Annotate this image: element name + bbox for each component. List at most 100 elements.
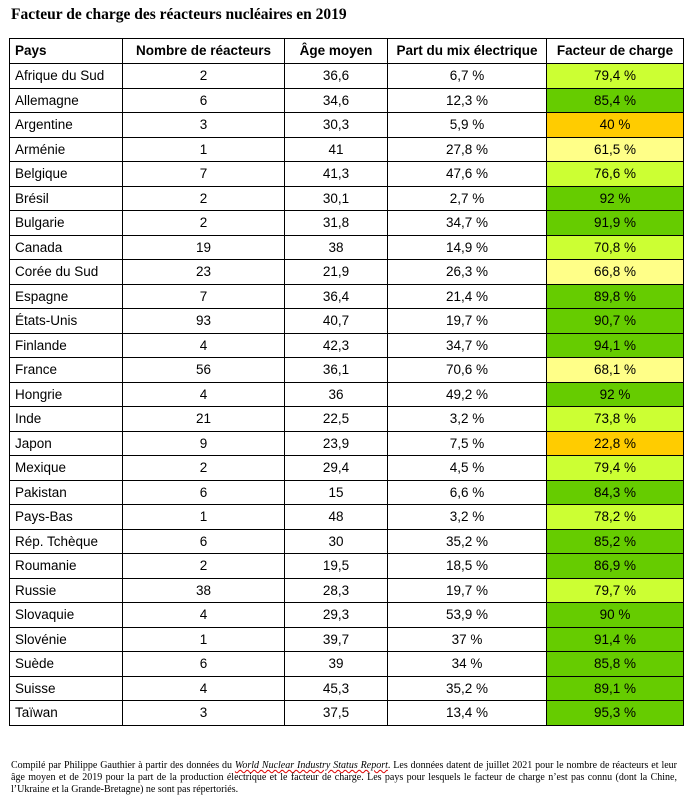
cell-average-age: 34,6 [284, 87, 388, 113]
cell-mix-share: 13,4 % [387, 700, 547, 726]
cell-mix-share: 14,9 % [387, 234, 547, 260]
cell-reactors: 6 [122, 479, 285, 505]
cell-load-factor: 90 % [546, 602, 684, 628]
cell-country: Brésil [9, 185, 123, 211]
table-row: Slovénie 1 39,7 37 % 91,4 % [9, 626, 684, 652]
table-row: Rép. Tchèque 6 30 35,2 % 85,2 % [9, 528, 684, 554]
cell-load-factor: 85,2 % [546, 528, 684, 554]
cell-reactors: 6 [122, 528, 285, 554]
cell-country: Bulgarie [9, 210, 123, 236]
cell-average-age: 29,4 [284, 455, 388, 481]
cell-reactors: 4 [122, 602, 285, 628]
cell-average-age: 39,7 [284, 626, 388, 652]
cell-mix-share: 5,9 % [387, 112, 547, 138]
cell-average-age: 30,3 [284, 112, 388, 138]
cell-country: Suisse [9, 675, 123, 701]
note-source-title: World Nuclear Industry Status Report [234, 760, 388, 771]
cell-country: Finlande [9, 332, 123, 358]
cell-average-age: 23,9 [284, 430, 388, 456]
cell-mix-share: 70,6 % [387, 357, 547, 383]
cell-mix-share: 26,3 % [387, 259, 547, 285]
cell-mix-share: 37 % [387, 626, 547, 652]
cell-average-age: 30,1 [284, 185, 388, 211]
cell-mix-share: 3,2 % [387, 504, 547, 530]
cell-load-factor: 70,8 % [546, 234, 684, 260]
cell-load-factor: 94,1 % [546, 332, 684, 358]
cell-average-age: 45,3 [284, 675, 388, 701]
cell-average-age: 22,5 [284, 406, 388, 432]
cell-load-factor: 79,4 % [546, 455, 684, 481]
table-row: Mexique 2 29,4 4,5 % 79,4 % [9, 455, 684, 481]
cell-country: Pakistan [9, 479, 123, 505]
table-row: Espagne 7 36,4 21,4 % 89,8 % [9, 283, 684, 309]
cell-country: Espagne [9, 283, 123, 309]
cell-load-factor: 89,8 % [546, 283, 684, 309]
cell-country: Pays-Bas [9, 504, 123, 530]
cell-load-factor: 91,4 % [546, 626, 684, 652]
cell-country: Slovénie [9, 626, 123, 652]
cell-reactors: 9 [122, 430, 285, 456]
cell-mix-share: 3,2 % [387, 406, 547, 432]
table-row: Bulgarie 2 31,8 34,7 % 91,9 % [9, 210, 684, 236]
cell-reactors: 1 [122, 136, 285, 162]
table-row: Russie 38 28,3 19,7 % 79,7 % [9, 577, 684, 603]
cell-load-factor: 68,1 % [546, 357, 684, 383]
cell-reactors: 1 [122, 504, 285, 530]
cell-mix-share: 34 % [387, 651, 547, 677]
cell-country: Corée du Sud [9, 259, 123, 285]
header-average-age: Âge moyen [284, 38, 388, 64]
cell-load-factor: 90,7 % [546, 308, 684, 334]
cell-mix-share: 35,2 % [387, 528, 547, 554]
cell-country: Arménie [9, 136, 123, 162]
table-row: Taïwan 3 37,5 13,4 % 95,3 % [9, 700, 684, 726]
cell-country: Rép. Tchèque [9, 528, 123, 554]
cell-reactors: 7 [122, 283, 285, 309]
cell-country: Suède [9, 651, 123, 677]
cell-reactors: 2 [122, 185, 285, 211]
table-row: Hongrie 4 36 49,2 % 92 % [9, 381, 684, 407]
cell-load-factor: 91,9 % [546, 210, 684, 236]
cell-average-age: 21,9 [284, 259, 388, 285]
cell-mix-share: 47,6 % [387, 161, 547, 187]
cell-reactors: 2 [122, 63, 285, 89]
cell-mix-share: 7,5 % [387, 430, 547, 456]
cell-reactors: 23 [122, 259, 285, 285]
cell-mix-share: 35,2 % [387, 675, 547, 701]
cell-country: Japon [9, 430, 123, 456]
cell-reactors: 21 [122, 406, 285, 432]
cell-reactors: 3 [122, 700, 285, 726]
cell-reactors: 93 [122, 308, 285, 334]
cell-average-age: 36,6 [284, 63, 388, 89]
cell-average-age: 19,5 [284, 553, 388, 579]
table-row: Finlande 4 42,3 34,7 % 94,1 % [9, 332, 684, 358]
cell-reactors: 7 [122, 161, 285, 187]
table-row: Pakistan 6 15 6,6 % 84,3 % [9, 479, 684, 505]
table-header-row: Pays Nombre de réacteurs Âge moyen Part … [9, 38, 684, 64]
cell-load-factor: 40 % [546, 112, 684, 138]
cell-average-age: 40,7 [284, 308, 388, 334]
cell-reactors: 3 [122, 112, 285, 138]
table-row: Slovaquie 4 29,3 53,9 % 90 % [9, 602, 684, 628]
cell-load-factor: 86,9 % [546, 553, 684, 579]
cell-reactors: 19 [122, 234, 285, 260]
cell-country: France [9, 357, 123, 383]
cell-country: Allemagne [9, 87, 123, 113]
cell-country: Belgique [9, 161, 123, 187]
cell-average-age: 31,8 [284, 210, 388, 236]
cell-load-factor: 73,8 % [546, 406, 684, 432]
cell-country: Hongrie [9, 381, 123, 407]
cell-reactors: 4 [122, 675, 285, 701]
cell-load-factor: 66,8 % [546, 259, 684, 285]
cell-load-factor: 85,4 % [546, 87, 684, 113]
cell-country: Taïwan [9, 700, 123, 726]
header-reactors: Nombre de réacteurs [122, 38, 285, 64]
cell-load-factor: 78,2 % [546, 504, 684, 530]
cell-average-age: 36,4 [284, 283, 388, 309]
cell-mix-share: 2,7 % [387, 185, 547, 211]
source-note: Compilé par Philippe Gauthier à partir d… [11, 760, 677, 796]
cell-load-factor: 95,3 % [546, 700, 684, 726]
table-row: Argentine 3 30,3 5,9 % 40 % [9, 112, 684, 138]
cell-mix-share: 21,4 % [387, 283, 547, 309]
cell-average-age: 36,1 [284, 357, 388, 383]
table-row: Suède 6 39 34 % 85,8 % [9, 651, 684, 677]
